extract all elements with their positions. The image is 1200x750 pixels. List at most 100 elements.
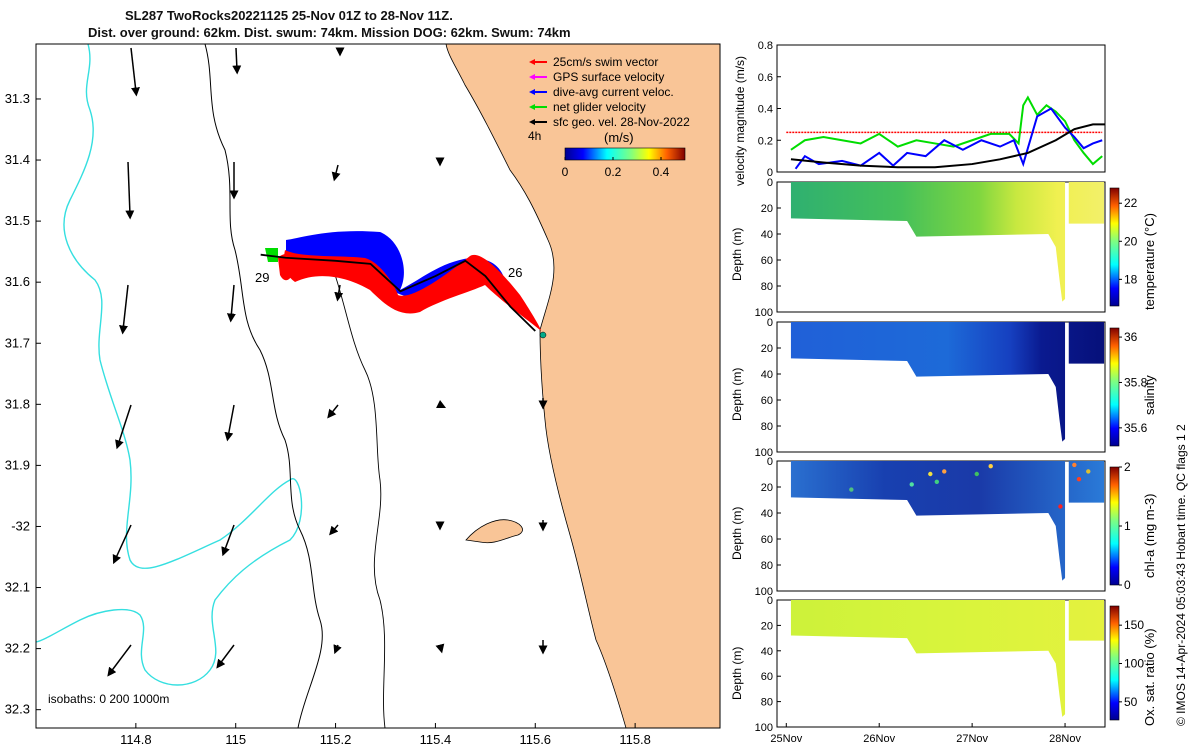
glider-position — [539, 331, 547, 339]
map-x-tick-label: 115 — [225, 732, 246, 747]
chla-panel: 0 20 40 60 80 100 Depth (m) 0 1 2 chl-a (mg m-3… — [730, 456, 1157, 598]
map-x-tick-label: 114.8 — [120, 732, 152, 747]
geo-velocity-arrow — [331, 164, 341, 182]
geo-velocity-arrow — [329, 524, 339, 536]
section-y-tick-label: 80 — [761, 697, 773, 709]
chla-y-ticks: 0 20 40 60 80 100 — [755, 456, 781, 598]
velocity-y-tick-label: 0 — [767, 167, 773, 179]
geo-velocity-arrows — [107, 47, 548, 677]
geo-velocity-arrow — [125, 161, 135, 220]
legend-scale-note: 4h — [528, 129, 541, 143]
map-y-tick-label: -32 — [11, 518, 30, 533]
legend-entry-label: sfc geo. vel. 28-Nov-2022 — [553, 115, 690, 129]
swim-vector-start — [278, 254, 296, 281]
geo-velocity-arrow — [221, 524, 235, 557]
land-area — [445, 44, 720, 728]
colorbar-tick-label: 100 — [1124, 657, 1144, 671]
section-y-tick-label: 100 — [755, 307, 773, 319]
map-x-tick-label: 115.4 — [420, 732, 452, 747]
velocity-axes-frame — [776, 44, 1106, 173]
geo-velocity-arrow — [107, 644, 132, 677]
glider-track-line — [260, 253, 536, 332]
legend-swatch-head — [529, 74, 535, 80]
salinity-section — [790, 322, 1105, 442]
chla-dot — [1086, 469, 1091, 474]
geo-velocity-arrow — [334, 284, 344, 302]
geo-velocity-arrow — [333, 644, 342, 655]
credit-line: © IMOS 14-Apr-2024 05:03:43 Hobart time.… — [1174, 424, 1188, 726]
section-y-tick-label: 40 — [761, 508, 773, 520]
map-y-tick-label: 31.5 — [5, 213, 30, 228]
legend-entry-label: net glider velocity — [553, 100, 646, 114]
velocity-series — [786, 95, 1105, 170]
colorbar-tick-label: 35.8 — [1124, 375, 1148, 389]
map-colorbar-ticks: 0 0.2 0.4 — [562, 157, 670, 179]
colorbar-tick-label: 0 — [1124, 578, 1131, 592]
chla-dot — [1058, 504, 1063, 509]
chla-colorbar-ticks: 0 1 2 — [1119, 460, 1131, 592]
track-label-29: 29 — [255, 270, 269, 285]
geo-velocity-arrow — [435, 399, 447, 409]
time-x-tick-label: 28Nov — [1049, 733, 1081, 745]
oxsat-ylabel: Depth (m) — [730, 647, 744, 700]
green-start-mark — [265, 248, 278, 262]
section-y-tick-label: 20 — [761, 482, 773, 494]
section-y-tick-label: 0 — [767, 177, 773, 189]
time-x-ticks: 25Nov 26Nov 27Nov 28Nov — [770, 723, 1081, 745]
section-y-tick-label: 0 — [767, 456, 773, 468]
salinity-colorbar-label: salinity — [1142, 375, 1157, 415]
geo-velocity-arrow — [226, 284, 236, 323]
section-y-tick-label: 20 — [761, 620, 773, 632]
chla-dot — [1072, 462, 1077, 468]
salinity-colorbar — [1109, 327, 1120, 447]
chla-ylabel: Depth (m) — [730, 507, 744, 560]
oxsat-section — [790, 600, 1105, 717]
map-y-tick-label: 32.2 — [5, 641, 30, 656]
salinity-y-ticks: 0 20 40 60 80 100 — [755, 317, 781, 459]
chla-dot — [928, 471, 933, 477]
salinity-panel: 0 20 40 60 80 100 Depth (m) 35.6 35.8 36 salini… — [730, 317, 1157, 459]
geo-velocity-arrow — [435, 643, 445, 654]
legend-entry-label: GPS surface velocity — [553, 70, 664, 84]
legend-swatch-head — [529, 119, 535, 125]
map-colorbar-tick-label: 0.4 — [653, 165, 670, 179]
map-colorbar-tick-label: 0 — [562, 165, 569, 179]
velocity-y-ticks: 0 0.2 0.4 0.6 0.8 — [758, 40, 781, 179]
chla-dot — [942, 469, 947, 474]
map-x-tick-label: 115.6 — [519, 732, 551, 747]
salinity-colorbar-ticks: 35.6 35.8 36 — [1119, 330, 1148, 435]
section-y-tick-label: 0 — [767, 317, 773, 329]
velocity-y-tick-label: 0.2 — [758, 135, 773, 147]
chla-dot — [1076, 477, 1082, 482]
colorbar-tick-label: 1 — [1124, 519, 1131, 533]
map-colorbar — [564, 147, 686, 161]
velocity-y-tick-label: 0.6 — [758, 72, 773, 84]
salinity-ylabel: Depth (m) — [730, 368, 744, 421]
temperature-ylabel: Depth (m) — [730, 228, 744, 281]
map-x-ticks: 114.8 115 115.2 115.4 115.6 115.8 — [120, 723, 651, 747]
chla-section — [790, 461, 1105, 581]
legend-swatch-head — [529, 59, 535, 65]
map-y-tick-label: 31.3 — [5, 91, 30, 106]
section-y-tick-label: 60 — [761, 671, 773, 683]
title-line-2: Dist. over ground: 62km. Dist. swum: 74k… — [88, 25, 571, 40]
section-y-tick-label: 80 — [761, 421, 773, 433]
colorbar-tick-label: 20 — [1124, 234, 1138, 248]
section-y-tick-label: 0 — [767, 595, 773, 607]
section-y-tick-label: 100 — [755, 586, 773, 598]
map-y-ticks: 31.3 31.4 31.5 31.6 31.7 31.8 31.9 -32 32.1 32.2 3… — [5, 91, 41, 717]
section-y-tick-label: 40 — [761, 646, 773, 658]
section-y-tick-label: 80 — [761, 281, 773, 293]
section-y-tick-label: 60 — [761, 534, 773, 546]
section-y-tick-label: 100 — [755, 447, 773, 459]
geo-velocity-arrow — [130, 47, 140, 97]
section-y-tick-label: 40 — [761, 229, 773, 241]
map-y-tick-label: 31.8 — [5, 396, 30, 411]
title-line-1: SL287 TwoRocks20221125 25-Nov 01Z to 28-… — [125, 8, 453, 23]
chla-dot — [988, 464, 993, 469]
geo-velocity-arrow — [327, 404, 339, 419]
colorbar-tick-label: 18 — [1124, 272, 1138, 286]
time-x-tick-label: 25Nov — [770, 733, 802, 745]
